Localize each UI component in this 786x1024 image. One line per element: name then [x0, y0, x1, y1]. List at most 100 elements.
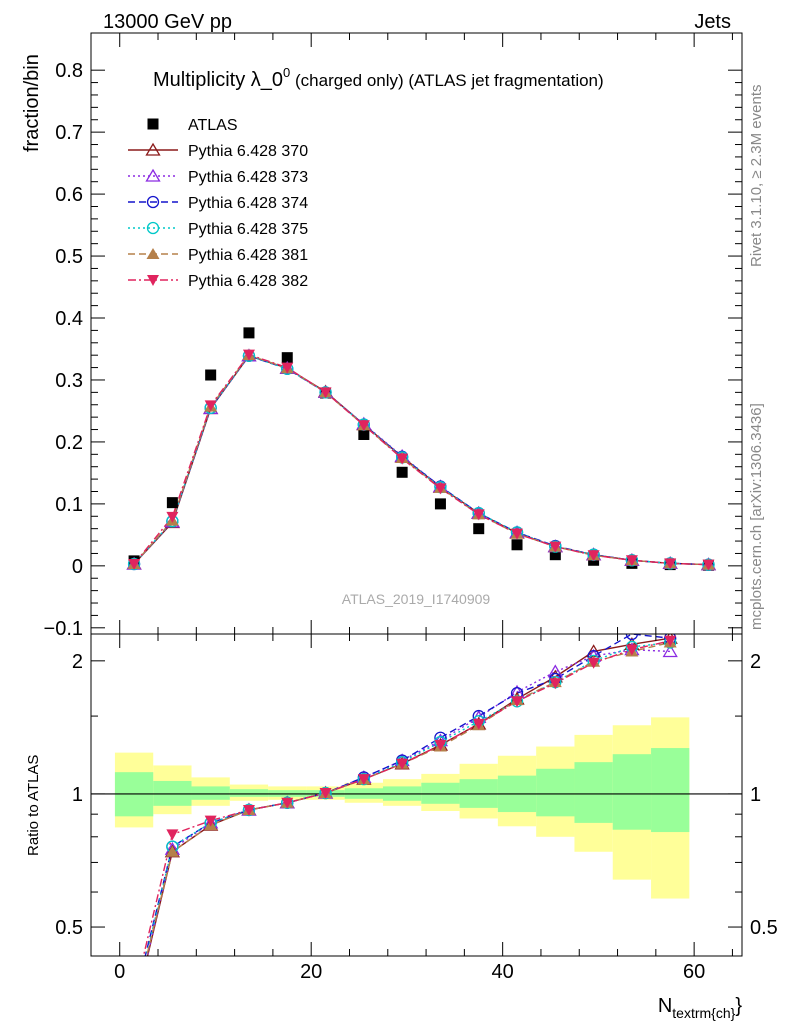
- data-point: [396, 453, 409, 465]
- series-pythia-6-428-374: [133, 354, 709, 566]
- series-pythia-6-428-370: [133, 354, 709, 566]
- x-tick-label: 20: [300, 961, 322, 983]
- x-axis-label-close: }: [735, 995, 742, 1017]
- legend-item-pythia-6-428-370: Pythia 6.428 370: [128, 142, 308, 160]
- y-tick-label: 0.2: [55, 432, 83, 454]
- ratio-frame: [90, 633, 743, 957]
- series-line: [133, 354, 709, 566]
- main-y-axis-label: fraction/bin: [21, 54, 43, 152]
- x-tick-label: 60: [683, 961, 705, 983]
- data-point: [587, 550, 600, 562]
- legend-item-atlas: ATLAS: [147, 117, 238, 134]
- y-tick-label: 0.5: [55, 246, 83, 268]
- markers-pythia-6-428-374: [127, 349, 715, 571]
- chart-watermark: ATLAS_2019_I1740909: [342, 591, 491, 607]
- band-inner: [612, 754, 652, 830]
- band-inner: [574, 762, 613, 823]
- y-tick-label: 0.6: [55, 184, 83, 206]
- main-panel: −0.1 0 0.1 0.2 0.3 0.4 0.5 0.6 0.7 0.8 ATLAS_2019…: [21, 32, 743, 640]
- data-point: [434, 483, 447, 495]
- ratio-point: [549, 678, 562, 690]
- legend-label: Pythia 6.428 373: [188, 169, 308, 186]
- ratio-point: [204, 815, 217, 827]
- y-tick-label: −0.1: [44, 618, 83, 640]
- data-point: [664, 558, 677, 570]
- legend-marker: [145, 168, 161, 182]
- ratio-y-tick-label-right: 0.5: [750, 917, 778, 939]
- ratio-point: [281, 797, 294, 809]
- x-tick-label: 40: [492, 961, 514, 983]
- series-line: [133, 354, 709, 566]
- side-label-rivet: Rivet 3.1.10, ≥ 2.3M events: [748, 85, 765, 268]
- markers-atlas: [128, 327, 714, 571]
- y-tick-label: 0.7: [55, 122, 83, 144]
- ratio-line: [144, 634, 671, 956]
- ratio-series-pythia-6-428-374: [144, 634, 671, 956]
- data-point: [549, 549, 561, 561]
- x-axis-label-main: N: [658, 995, 672, 1017]
- series-line: [133, 354, 709, 566]
- main-series: [126, 327, 717, 571]
- legend-marker: [147, 275, 159, 286]
- data-point: [511, 528, 524, 540]
- series-pythia-6-428-373: [133, 354, 709, 566]
- data-point: [166, 497, 178, 509]
- ratio-y-axis-label: Ratio to ATLAS: [25, 755, 42, 856]
- y-tick-label: 0.3: [55, 370, 83, 392]
- y-tick-label: 0.1: [55, 494, 83, 516]
- series-pythia-6-428-382: [133, 353, 709, 566]
- data-point: [357, 420, 370, 432]
- ratio-point: [166, 829, 179, 841]
- y-tick-label: 0.4: [55, 308, 83, 330]
- band-inner: [536, 768, 575, 817]
- x-tick-label: 0: [114, 961, 125, 983]
- ratio-point: [129, 996, 140, 1007]
- ratio-series: [128, 634, 678, 1018]
- ratio-point: [434, 740, 447, 752]
- ratio-point: [128, 1001, 141, 1012]
- data-point: [549, 541, 562, 553]
- legend-item-pythia-6-428-382: Pythia 6.428 382: [128, 273, 308, 290]
- data-point: [242, 349, 255, 361]
- ratio-panel: 0.5 0.51 12 20 20 40 60 Ratio to ATLAS Ntextrm…: [25, 633, 778, 1021]
- data-point: [625, 555, 638, 567]
- series-pythia-6-428-375: [133, 354, 709, 566]
- ratio-point: [662, 644, 678, 658]
- band-inner: [229, 789, 269, 797]
- x-axis-label: Ntextrm{ch}}: [658, 995, 742, 1021]
- legend-marker: [146, 248, 160, 259]
- data-point: [434, 498, 446, 510]
- legend-label: ATLAS: [188, 117, 238, 134]
- data-point: [473, 523, 485, 535]
- ratio-point: [165, 845, 179, 857]
- legend-label: Pythia 6.428 381: [188, 247, 308, 264]
- ratio-point: [625, 634, 639, 641]
- side-label-mcplots: mcplots.cern.ch [arXiv:1306.3436]: [748, 403, 765, 630]
- markers-pythia-6-428-370: [126, 348, 717, 571]
- ratio-y-tick-label: 2: [72, 651, 83, 673]
- data-point: [281, 352, 293, 364]
- ratio-point: [319, 787, 332, 799]
- markers-pythia-6-428-373: [126, 348, 717, 571]
- ratio-point: [242, 804, 255, 816]
- y-tick-label: 0: [72, 556, 83, 578]
- band-inner: [651, 748, 690, 833]
- ratio-y-tick-label-right: 1: [750, 784, 761, 806]
- band-inner: [421, 782, 460, 804]
- legend-item-pythia-6-428-374: Pythia 6.428 374: [128, 195, 308, 212]
- ratio-point: [511, 696, 524, 708]
- data-point: [128, 558, 141, 570]
- ratio-point: [128, 1007, 141, 1018]
- band-inner: [191, 786, 230, 800]
- ratio-y-tick-label-right: 2: [750, 651, 761, 673]
- markers-pythia-6-428-381: [127, 349, 715, 570]
- data-point: [166, 511, 179, 523]
- ratio-y-tick-label: 1: [72, 784, 83, 806]
- data-point: [472, 509, 485, 521]
- legend-marker: [146, 195, 160, 209]
- ratio-point: [664, 635, 677, 647]
- data-point: [204, 400, 217, 412]
- legend-item-pythia-6-428-381: Pythia 6.428 381: [128, 247, 308, 264]
- chart-title: Multiplicity λ_00 (charged only) (ATLAS …: [153, 65, 604, 91]
